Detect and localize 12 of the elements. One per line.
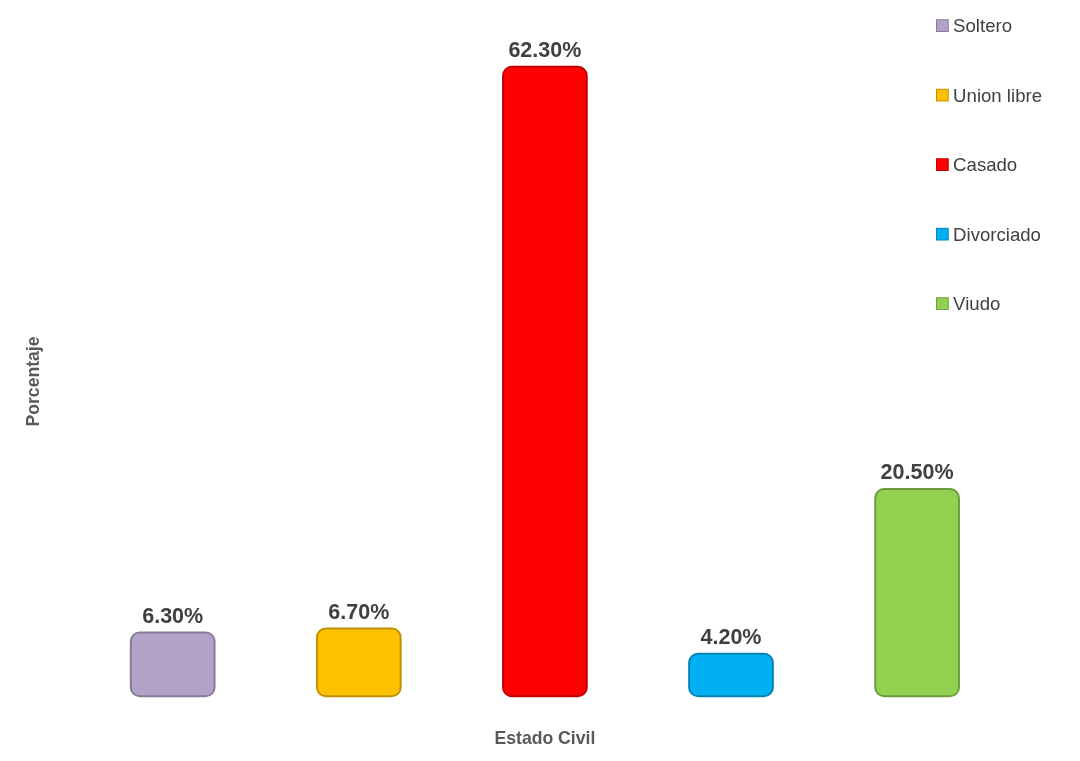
legend-label: Union libre: [953, 84, 1043, 106]
data-label: 20.50%: [880, 460, 954, 485]
data-label: 4.20%: [700, 624, 762, 649]
legend-label: Divorciado: [953, 223, 1041, 245]
y-axis-title: Porcentaje: [22, 336, 43, 427]
data-label: 62.30%: [508, 37, 582, 62]
data-label: 6.30%: [142, 603, 204, 628]
x-axis-title: Estado Civil: [494, 728, 596, 749]
legend-label: Casado: [953, 154, 1018, 176]
data-label: 6.70%: [328, 599, 390, 624]
legend-label: Viudo: [953, 293, 1001, 315]
legend-label: Soltero: [953, 15, 1013, 37]
